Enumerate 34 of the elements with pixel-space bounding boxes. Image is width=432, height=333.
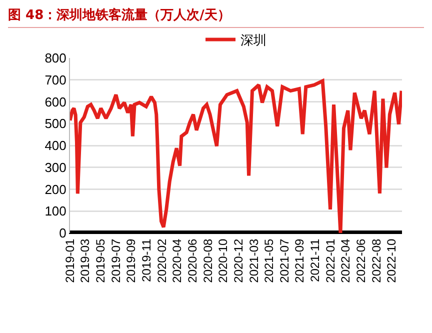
y-tick-label: 0 — [59, 226, 66, 241]
x-tick-label: 2020-12 — [231, 238, 246, 283]
y-tick-label: 700 — [44, 72, 66, 88]
x-tick-label: 2019-07 — [108, 238, 123, 283]
x-tick-label: 2022-06 — [354, 238, 368, 283]
x-tick-label: 2021-03 — [246, 238, 261, 283]
x-tick-label: 2020-08 — [200, 238, 215, 283]
x-tick-label: 2019-03 — [78, 238, 92, 283]
legend-label: 深圳 — [240, 32, 266, 48]
y-tick-label: 400 — [44, 138, 66, 154]
y-tick-label: 800 — [44, 50, 66, 66]
x-tick-label: 2021-07 — [277, 238, 292, 283]
x-tick-label: 2022-04 — [338, 238, 353, 283]
y-tick-label: 600 — [44, 94, 66, 110]
y-tick-label: 300 — [44, 160, 66, 175]
x-tick-label: 2020-10 — [216, 238, 230, 283]
x-tick-label: 2019-01 — [62, 238, 77, 283]
x-tick-label: 2019-11 — [140, 238, 154, 282]
y-tick-label: 500 — [44, 116, 66, 132]
x-tick-label: 2022-01 — [323, 238, 338, 283]
x-tick-label: 2021-11 — [308, 238, 322, 282]
y-tick-label: 200 — [44, 182, 66, 197]
y-tick-label: 100 — [44, 204, 66, 219]
x-tick-label: 2022-10 — [384, 238, 399, 283]
x-tick-label: 2020-02 — [154, 238, 169, 283]
x-tick-label: 2020-04 — [170, 238, 184, 283]
chart-title: 图 48：深圳地铁客流量（万人次/天） — [8, 6, 424, 28]
x-tick-label: 2020-06 — [185, 238, 200, 283]
x-tick-label: 2019-09 — [124, 238, 138, 283]
line-series — [70, 79, 402, 233]
x-tick-label: 2021-09 — [292, 238, 307, 283]
x-tick-label: 2019-05 — [94, 238, 108, 283]
x-tick-label: 2021-05 — [262, 238, 276, 283]
x-tick-label: 2022-08 — [369, 238, 384, 283]
